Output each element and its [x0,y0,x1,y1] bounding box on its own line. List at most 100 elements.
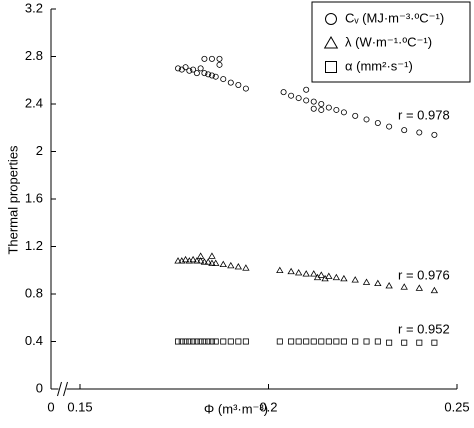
point [325,104,332,111]
point [208,55,215,62]
point [310,270,318,277]
point [175,65,182,72]
point [288,338,295,345]
point [185,257,194,264]
point [340,274,348,282]
point [205,71,212,78]
point [295,338,302,345]
point [325,338,332,345]
point [310,98,317,105]
point [333,106,340,113]
point [310,338,317,345]
legend-label: λ (W·m⁻¹·ºC⁻¹) [345,34,432,49]
point [197,338,204,345]
axis-break [57,381,62,397]
point [386,339,393,346]
point [175,338,182,345]
point [174,257,182,264]
point [208,338,215,345]
point [190,66,197,73]
point [310,105,317,112]
point [415,284,423,291]
point [234,263,243,270]
point [193,257,201,264]
point [340,109,347,116]
point [385,282,393,289]
point [362,278,371,285]
x-tick-label: 0.15 [67,399,92,414]
point [332,273,341,281]
point [317,271,325,278]
legend-marker [325,13,337,25]
x-tick-label: 0 [47,399,54,414]
point [321,274,329,282]
point [201,55,208,62]
axis-break-gap [58,387,67,391]
point [352,338,359,345]
point [352,112,359,119]
point [400,283,408,290]
legend-label: α (mm²·s⁻¹) [345,58,413,73]
point [204,258,212,265]
point [193,70,200,77]
point [431,131,438,138]
legend-box [311,1,471,83]
point [374,120,381,127]
point [201,338,208,345]
point [208,72,215,79]
point [401,339,408,346]
point [313,273,322,281]
point [294,268,303,276]
point [212,338,219,345]
point [227,261,235,269]
point [196,252,205,259]
point [318,106,325,113]
y-tick-label: 0.8 [25,285,43,300]
point [193,338,200,345]
point [208,252,216,259]
point [325,272,333,279]
point [212,73,219,80]
point [302,270,310,277]
point [280,89,287,96]
y-tick-label: 2.4 [25,95,43,110]
point [219,260,227,268]
point [242,338,249,345]
point [242,264,250,271]
axis-break [63,381,68,397]
point [303,338,310,345]
x-axis-label: Φ (m³·m⁻³) [204,401,268,416]
legend-label: Cᵥ (MJ·m⁻³·ºC⁻¹) [345,10,444,25]
point [186,67,193,74]
annotation: r = 0.978 [398,107,450,122]
point [318,338,325,345]
point [374,279,382,287]
annotation: r = 0.976 [398,267,450,282]
y-tick-label: 2 [36,143,43,158]
point [333,338,340,345]
point [201,70,208,77]
point [220,76,227,83]
point [200,258,209,265]
y-tick-label: 0.4 [25,333,43,348]
point [303,86,310,93]
point [288,92,295,99]
legend-marker [323,35,339,49]
y-tick-label: 0 [36,380,43,395]
point [386,123,393,130]
legend-marker [325,61,337,73]
point [242,85,249,92]
point [374,338,381,345]
point [416,339,423,346]
point [430,286,439,294]
point [208,259,216,266]
point [303,97,310,104]
point [235,82,242,89]
point [178,338,185,345]
point [216,61,223,68]
point [212,259,220,266]
point [220,338,227,345]
point [205,338,212,345]
point [318,101,325,108]
